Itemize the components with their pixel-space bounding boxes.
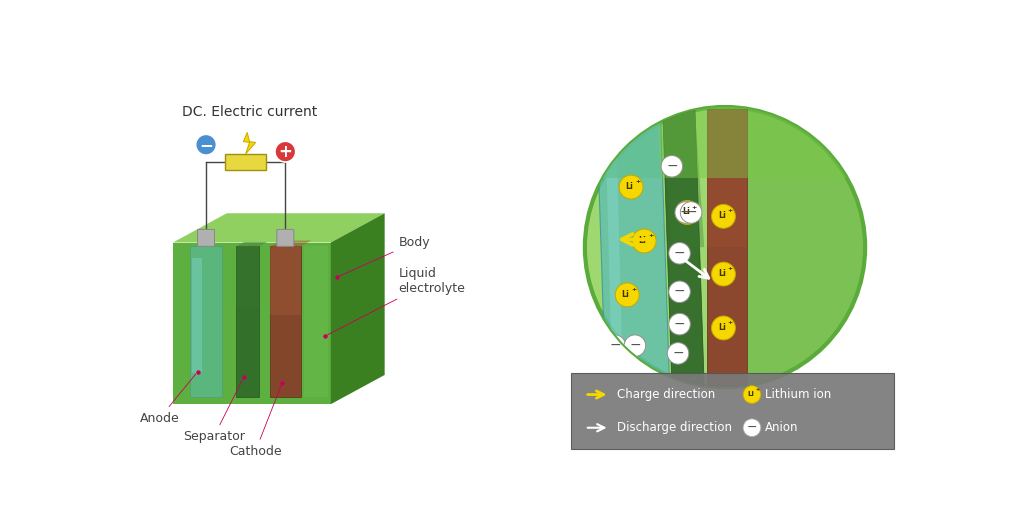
Text: Anode: Anode <box>140 374 196 425</box>
Circle shape <box>615 283 639 307</box>
Polygon shape <box>749 93 879 386</box>
Text: +: + <box>632 287 637 292</box>
Text: Li: Li <box>746 391 754 397</box>
Text: +: + <box>635 179 641 184</box>
FancyArrowPatch shape <box>622 234 653 245</box>
Polygon shape <box>707 109 746 247</box>
Polygon shape <box>605 124 623 370</box>
Circle shape <box>712 316 735 340</box>
Polygon shape <box>173 243 331 404</box>
FancyBboxPatch shape <box>225 153 266 170</box>
Text: −: − <box>674 246 685 260</box>
Text: −: − <box>199 136 213 154</box>
Polygon shape <box>593 109 660 178</box>
Text: −: − <box>685 205 697 219</box>
Polygon shape <box>237 246 259 397</box>
Circle shape <box>668 343 689 364</box>
Text: −: − <box>666 159 678 172</box>
Circle shape <box>712 204 735 228</box>
Text: Discharge direction: Discharge direction <box>617 421 732 434</box>
Text: +: + <box>691 205 696 210</box>
Circle shape <box>632 229 656 253</box>
Polygon shape <box>237 246 259 307</box>
Circle shape <box>712 262 735 286</box>
FancyBboxPatch shape <box>276 229 294 246</box>
Text: +: + <box>279 143 292 161</box>
Polygon shape <box>270 246 301 397</box>
Polygon shape <box>270 246 301 315</box>
Text: −: − <box>680 205 691 219</box>
Polygon shape <box>663 109 705 386</box>
Polygon shape <box>571 93 879 178</box>
Text: Lithium ion: Lithium ion <box>765 388 831 401</box>
Polygon shape <box>663 109 705 247</box>
Polygon shape <box>237 242 267 246</box>
Polygon shape <box>193 258 202 373</box>
Text: +: + <box>756 387 760 391</box>
Text: +: + <box>728 320 733 325</box>
Circle shape <box>669 313 690 335</box>
Text: −: − <box>746 421 757 433</box>
Text: Liquid
electrolyte: Liquid electrolyte <box>327 267 465 335</box>
Text: Li: Li <box>718 269 726 278</box>
Text: Li: Li <box>718 211 726 220</box>
Text: −: − <box>674 317 685 330</box>
Circle shape <box>585 107 865 387</box>
Text: −: − <box>629 338 641 352</box>
Text: +: + <box>648 233 653 238</box>
Text: Anion: Anion <box>765 421 799 434</box>
Circle shape <box>669 281 690 303</box>
FancyBboxPatch shape <box>571 373 894 449</box>
Polygon shape <box>331 213 385 404</box>
Polygon shape <box>270 241 311 246</box>
Text: Li: Li <box>718 323 726 332</box>
Circle shape <box>743 386 761 403</box>
Text: +: + <box>728 208 733 213</box>
Circle shape <box>196 134 216 155</box>
FancyBboxPatch shape <box>198 229 214 246</box>
FancyArrowPatch shape <box>678 255 709 278</box>
Circle shape <box>743 419 761 437</box>
Text: +: + <box>728 266 733 271</box>
Polygon shape <box>596 109 670 386</box>
Circle shape <box>680 202 701 223</box>
Text: Cathode: Cathode <box>229 385 282 458</box>
Text: Charge direction: Charge direction <box>617 388 716 401</box>
Polygon shape <box>244 132 256 154</box>
Polygon shape <box>304 246 328 397</box>
Polygon shape <box>189 246 222 397</box>
Text: DC. Electric current: DC. Electric current <box>182 105 317 119</box>
Text: −: − <box>609 338 621 352</box>
Text: −: − <box>674 284 685 298</box>
Text: Separator: Separator <box>183 380 245 443</box>
Text: −: − <box>672 346 684 360</box>
Text: Li: Li <box>639 235 646 245</box>
Text: Li: Li <box>682 207 690 216</box>
Polygon shape <box>173 213 385 243</box>
Circle shape <box>620 175 643 199</box>
Text: Li: Li <box>626 182 634 191</box>
Text: Li: Li <box>622 290 630 299</box>
Circle shape <box>604 335 626 357</box>
Circle shape <box>669 243 690 264</box>
Circle shape <box>625 335 646 357</box>
Circle shape <box>662 155 683 177</box>
Text: Body: Body <box>340 236 430 276</box>
Circle shape <box>675 202 696 223</box>
Circle shape <box>274 141 296 162</box>
Polygon shape <box>707 109 746 386</box>
Circle shape <box>676 201 699 224</box>
